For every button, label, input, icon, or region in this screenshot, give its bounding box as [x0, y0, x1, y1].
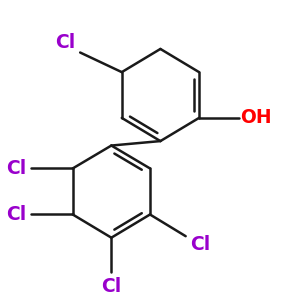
Text: Cl: Cl — [6, 205, 26, 224]
Text: Cl: Cl — [190, 235, 210, 254]
Text: Cl: Cl — [6, 159, 26, 178]
Text: Cl: Cl — [55, 33, 75, 52]
Text: OH: OH — [241, 108, 272, 128]
Text: Cl: Cl — [101, 277, 122, 296]
